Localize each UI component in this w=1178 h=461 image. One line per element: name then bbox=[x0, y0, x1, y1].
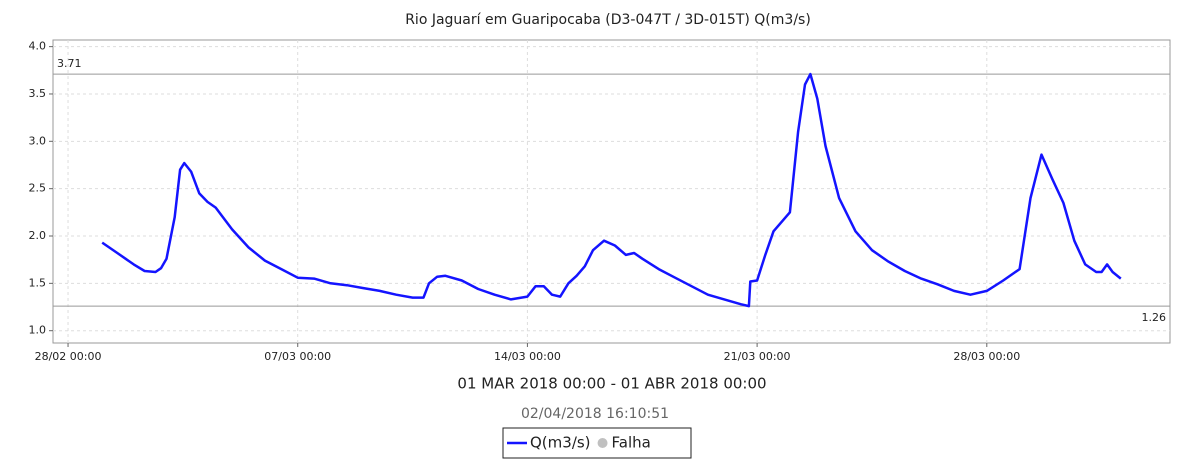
y-tick-label: 1.5 bbox=[29, 276, 47, 289]
y-tick-label: 3.5 bbox=[29, 87, 47, 100]
reference-label: 1.26 bbox=[1142, 311, 1167, 324]
x-tick-label: 14/03 00:00 bbox=[494, 350, 561, 363]
y-tick-label: 3.0 bbox=[29, 134, 47, 147]
legend-label: Q(m3/s) bbox=[530, 434, 591, 452]
y-tick-label: 4.0 bbox=[29, 40, 47, 53]
x-tick-label: 28/03 00:00 bbox=[953, 350, 1020, 363]
legend-box bbox=[502, 427, 692, 459]
legend-marker bbox=[597, 438, 608, 448]
x-tick-label: 07/03 00:00 bbox=[264, 350, 331, 363]
y-tick-label: 2.5 bbox=[29, 182, 47, 195]
y-tick-label: 1.0 bbox=[29, 324, 47, 337]
plot-area bbox=[52, 39, 1171, 344]
x-tick-label: 21/03 00:00 bbox=[724, 350, 791, 363]
chart-subtitle: 01 MAR 2018 00:00 - 01 ABR 2018 00:00 bbox=[457, 375, 766, 393]
legend-label: Falha bbox=[612, 434, 651, 452]
y-tick-label: 2.0 bbox=[29, 229, 47, 242]
chart-title: Rio Jaguarí em Guaripocaba (D3-047T / 3D… bbox=[405, 12, 811, 28]
timestamp: 02/04/2018 16:10:51 bbox=[521, 406, 669, 422]
data-line bbox=[101, 72, 1122, 308]
reference-label: 3.71 bbox=[57, 57, 82, 70]
x-tick-label: 28/02 00:00 bbox=[35, 350, 102, 363]
